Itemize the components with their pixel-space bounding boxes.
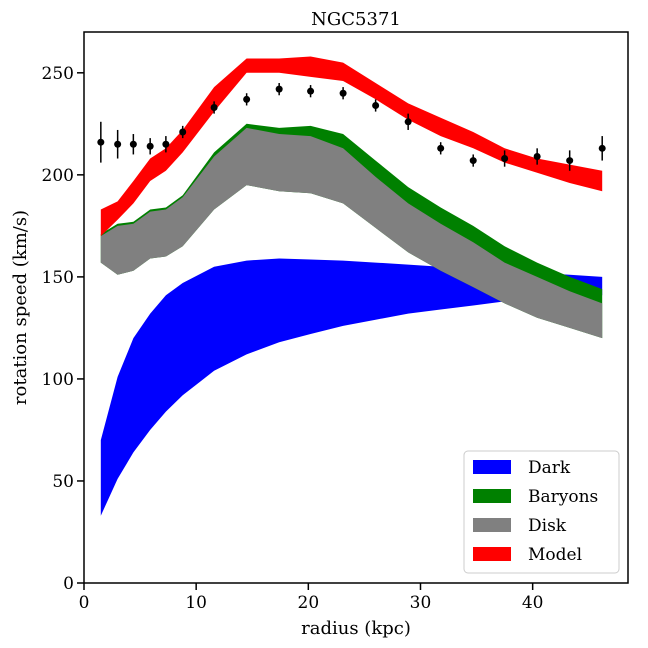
legend-label-model: Model: [528, 545, 582, 565]
x-tick-label: 30: [410, 593, 432, 613]
data-point-layer: [97, 83, 606, 171]
legend-box: [463, 450, 620, 574]
y-axis: 0 50 100 150 200 250: [42, 64, 84, 594]
data-point: [501, 155, 509, 163]
data-point: [339, 89, 347, 97]
x-tick-label: 20: [298, 593, 320, 613]
data-point: [598, 144, 606, 152]
y-tick-label: 200: [42, 166, 74, 186]
data-point: [566, 157, 574, 165]
data-point: [469, 157, 477, 165]
legend-label-dark: Dark: [528, 458, 571, 478]
data-point: [146, 142, 154, 150]
y-tick-label: 50: [52, 472, 74, 492]
band-disk: [100, 127, 603, 339]
x-tick-label: 0: [79, 593, 90, 613]
data-point: [114, 140, 122, 148]
chart-title: NGC5371: [311, 9, 401, 30]
y-tick-label: 0: [63, 574, 74, 594]
legend-swatch-dark: [473, 460, 511, 474]
legend-swatch-model: [473, 547, 511, 561]
data-point: [437, 144, 445, 152]
y-tick-label: 250: [42, 64, 74, 84]
legend-label-baryons: Baryons: [528, 487, 598, 507]
data-point: [129, 140, 137, 148]
data-point: [97, 138, 105, 146]
legend-swatch-disk: [473, 518, 511, 532]
data-point: [372, 101, 380, 109]
x-tick-label: 10: [185, 593, 207, 613]
y-tick-label: 100: [42, 370, 74, 390]
data-point: [307, 87, 315, 95]
legend: Dark Baryons Disk Model: [463, 450, 620, 574]
y-tick-label: 150: [42, 268, 74, 288]
legend-swatch-baryons: [473, 489, 511, 503]
band-dark: [100, 258, 603, 516]
data-point: [162, 140, 170, 148]
plot-frame: [83, 31, 629, 584]
data-point: [533, 152, 541, 160]
x-axis: 0 10 20 30 40: [79, 583, 544, 613]
legend-label-disk: Disk: [528, 516, 567, 536]
x-axis-label: radius (kpc): [301, 618, 411, 639]
data-point: [179, 128, 187, 136]
y-axis-label: rotation speed (km/s): [10, 210, 31, 405]
data-point: [243, 95, 251, 103]
data-point: [275, 85, 283, 93]
data-point: [210, 104, 218, 112]
data-point: [404, 118, 412, 126]
x-tick-label: 40: [522, 593, 544, 613]
band-layer: [100, 56, 603, 516]
